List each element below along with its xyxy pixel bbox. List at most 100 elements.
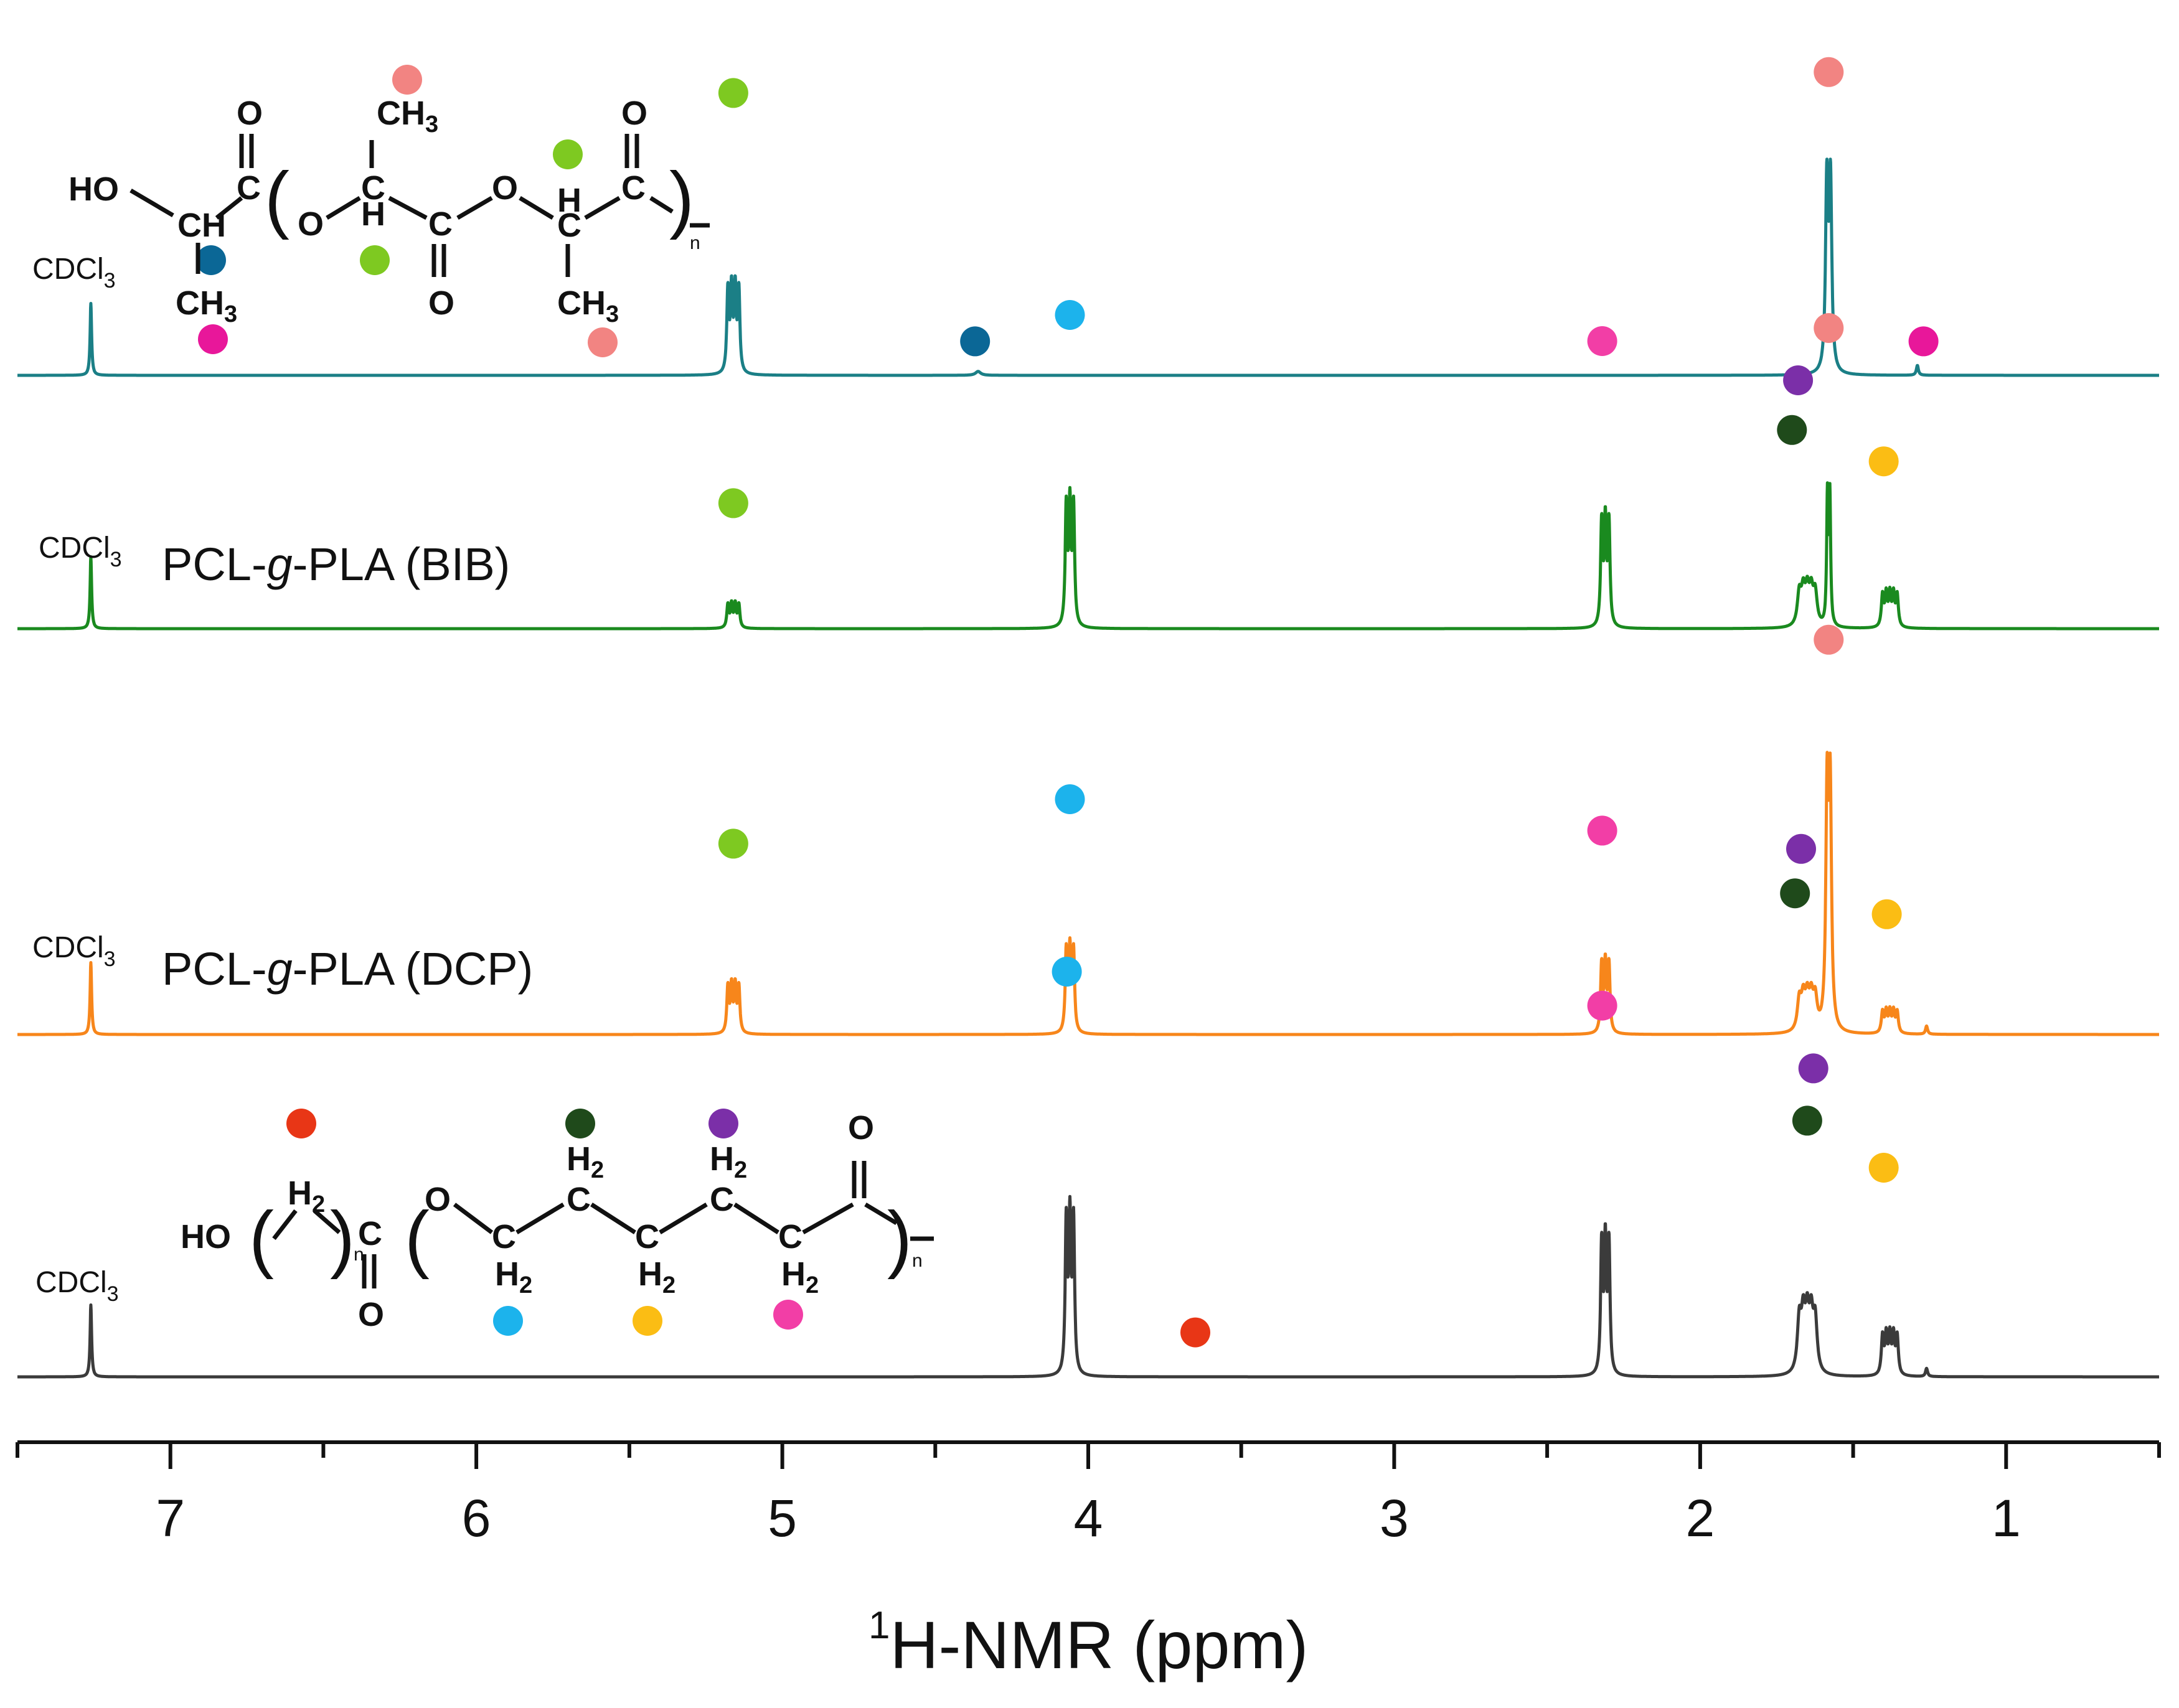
pla-c3-text: C [557, 207, 581, 244]
pcl-h2-d-text: H2 [710, 1140, 747, 1183]
structure-marker-yellow [633, 1306, 662, 1336]
peak-marker-purple [1798, 1053, 1828, 1084]
pcl-repeat-n1: n [354, 1244, 364, 1265]
pcl-bond [590, 1203, 636, 1234]
pla-bond [129, 188, 174, 218]
pla-ester-o1-text: O [298, 205, 324, 243]
pcl-bond [659, 1202, 708, 1235]
pcl-bond [733, 1203, 779, 1234]
pcl-bond [272, 1209, 298, 1241]
pcl-c-a-text: C [492, 1218, 516, 1255]
peak-marker-lime [718, 828, 748, 859]
pla-ch3-right-text: CH3 [557, 284, 619, 327]
sample-label-dcp: PCL-g-PLA (DCP) [162, 943, 533, 995]
pcl-bond [453, 1203, 494, 1234]
peak-marker-cyan [1052, 957, 1082, 987]
pla-bond [584, 195, 621, 220]
structure-marker-cyan [493, 1306, 523, 1336]
x-axis: 7 6 5 4 3 2 1 [16, 1440, 2161, 1547]
pla-ester-o2-text: O [492, 169, 518, 207]
pla-bond [456, 195, 493, 220]
pla-paren-close: ) [669, 157, 694, 240]
solvent-label-bib: CDCl3 [39, 532, 122, 571]
pcl-paren1-open: ( [249, 1196, 274, 1280]
x-tick-label: 7 [156, 1489, 185, 1547]
peak-marker-darkgreen [1777, 415, 1807, 445]
pcl-c-d-text: C [710, 1181, 734, 1218]
peak-marker-red [1180, 1317, 1210, 1348]
pcl-c-b-text: C [567, 1181, 591, 1218]
pcl-end-carbonyl-o-text: O [848, 1109, 874, 1147]
structure-marker-lime [553, 139, 583, 169]
spectrum-pcl-g-pla-bib- [16, 481, 2161, 631]
pcl-h2-b-text: H2 [567, 1140, 604, 1183]
structure-marker-purple [708, 1109, 738, 1138]
peak-markers-layer [196, 57, 1939, 1348]
pcl-paren2-close: ) [887, 1196, 912, 1280]
pcl-h2-a-text: H2 [495, 1255, 532, 1298]
structure-marker-salmon [392, 65, 422, 95]
solvent-label-dcp: CDCl3 [32, 931, 116, 971]
peak-marker-pink [1587, 326, 1617, 356]
peak-marker-magenta [1908, 326, 1939, 357]
pla-repeat-n: n [690, 233, 700, 253]
solvent-label-pcl: CDCl3 [35, 1266, 119, 1306]
pcl-h2-c-text: H2 [638, 1255, 675, 1298]
x-tick-label: 6 [462, 1489, 491, 1547]
pcl-bond [515, 1202, 565, 1235]
structure-marker-red [286, 1109, 316, 1138]
structure-marker-magenta [198, 324, 228, 354]
peak-marker-salmon [1814, 624, 1844, 655]
structure-marker-lime [360, 245, 390, 275]
spectra-layer [16, 157, 2161, 1379]
pcl-carbonyl-c-text: C [358, 1215, 382, 1252]
peak-marker-cyan [1055, 784, 1085, 814]
x-axis-title: 1H-NMR (ppm) [868, 1604, 1308, 1682]
peak-marker-yellow [1871, 899, 1902, 929]
spectrum-pcl [16, 1194, 2161, 1379]
pcl-ester-o-text: O [425, 1181, 451, 1218]
peak-marker-salmon [1814, 313, 1844, 343]
pcl-bond [864, 1202, 898, 1226]
pcl-bond [313, 1209, 341, 1234]
pcl-h2-1-text: H2 [288, 1175, 325, 1218]
peak-marker-salmon [1814, 57, 1844, 87]
pcl-paren1-close: ) [330, 1196, 355, 1280]
pcl-hydroxyl-text: HO [181, 1218, 231, 1255]
pla-carbonyl-o2-text: O [428, 284, 454, 322]
pcl-paren2-open: ( [405, 1196, 430, 1280]
pla-carbonyl-c3-text: C [621, 169, 646, 207]
pcl-chemical-structure: HO ( H2 ) n C O ( O C H2 H2 C C H2 H2 C … [181, 1109, 934, 1333]
solvent-label-pla: CDCl3 [32, 253, 116, 293]
pla-hydroxyl-text: HO [68, 171, 119, 208]
pla-carbonyl-o3-text: O [621, 95, 647, 132]
structure-marker-salmon [588, 327, 618, 357]
pcl-c-c-text: C [635, 1218, 659, 1255]
peak-marker-purple [1783, 365, 1814, 395]
spectrum-pla [16, 157, 2161, 377]
pla-bond [649, 196, 674, 214]
peak-marker-darkgreen [1780, 878, 1810, 909]
pcl-c-e-text: C [778, 1218, 802, 1255]
peak-marker-darkgreen [1792, 1105, 1822, 1136]
pcl-carbonyl-o-text: O [358, 1296, 384, 1333]
peak-marker-pink [1587, 990, 1617, 1021]
spectrum-pcl-g-pla-dcp- [16, 751, 2161, 1036]
peak-marker-navy [960, 326, 991, 357]
pla-chemical-structure: HO CH CH3 C O ( O C H CH3 C O O H C CH3 … [68, 95, 710, 327]
peak-marker-yellow [1868, 446, 1899, 477]
peak-marker-lime [718, 488, 748, 518]
pla-carbonyl-c1-text: C [237, 169, 261, 207]
x-tick-label: 4 [1074, 1489, 1103, 1547]
peak-marker-purple [1786, 833, 1816, 864]
structure-marker-navy [196, 245, 226, 275]
pla-ch-text: CH [177, 207, 226, 244]
sample-label-bib: PCL-g-PLA (BIB) [162, 538, 510, 590]
pcl-h2-e-text: H2 [781, 1255, 819, 1298]
pcl-repeat-n2: n [912, 1250, 923, 1271]
solvent-labels: CDCl3 CDCl3 CDCl3 CDCl3 [32, 253, 122, 1306]
peak-marker-yellow [1868, 1153, 1899, 1183]
pla-paren-open: ( [265, 157, 289, 240]
pcl-bond [802, 1202, 854, 1235]
